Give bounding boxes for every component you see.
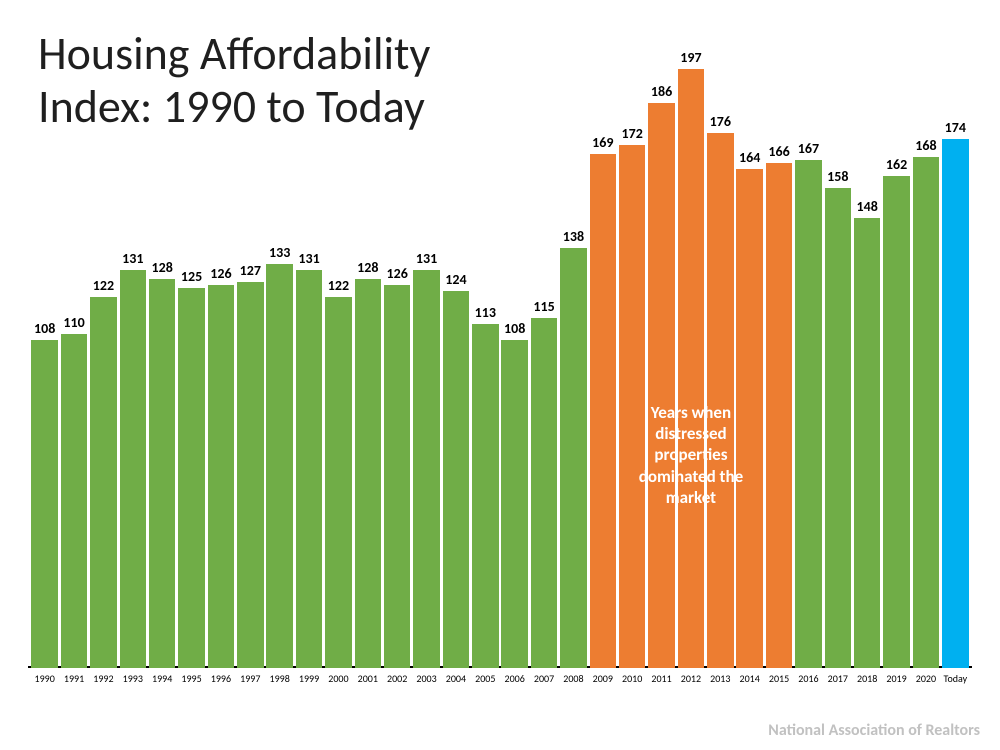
slide: Housing AffordabilityIndex: 1990 to Toda… (0, 0, 1000, 750)
x-axis-label: 1997 (240, 672, 260, 685)
affordability-bar-chart: 1081990110199112219921311993128199412519… (30, 60, 970, 690)
bar-value-label: 122 (93, 277, 114, 294)
x-axis-label: 2011 (651, 672, 671, 685)
bar-1998: 1331998 (266, 264, 292, 668)
bar-today: 174Today (942, 139, 968, 668)
bar-value-label: 131 (122, 250, 143, 267)
x-axis-label: 2006 (505, 672, 525, 685)
bar-value-label: 124 (445, 271, 466, 288)
bar-2016: 1672016 (795, 160, 821, 668)
bar-value-label: 125 (181, 268, 202, 285)
bar-value-label: 158 (827, 168, 848, 185)
x-axis-label: 2020 (916, 672, 936, 685)
distressed-years-annotation: Years whendistressedpropertiesdominated … (590, 402, 793, 508)
bar-2001: 1282001 (355, 279, 381, 668)
bar-value-label: 164 (739, 149, 760, 166)
bar-value-label: 127 (240, 262, 261, 279)
x-axis-label: 2019 (886, 672, 906, 685)
x-axis-label: 1991 (64, 672, 84, 685)
bar-value-label: 113 (475, 304, 496, 321)
x-axis-label: 1998 (270, 672, 290, 685)
bar-1990: 1081990 (31, 340, 57, 668)
x-axis-label: 2015 (769, 672, 789, 685)
bar-2017: 1582017 (825, 188, 851, 668)
bar-value-label: 197 (680, 49, 701, 66)
x-axis-label: 1993 (123, 672, 143, 685)
x-axis-label: 2005 (475, 672, 495, 685)
bar-2012: 1972012 (678, 69, 704, 668)
x-axis-label: 2017 (828, 672, 848, 685)
bar-1995: 1251995 (178, 288, 204, 668)
x-axis-label: 1996 (211, 672, 231, 685)
bar-value-label: 133 (269, 244, 290, 261)
x-axis-label: 2000 (328, 672, 348, 685)
bar-2006: 1082006 (501, 340, 527, 668)
bar-value-label: 174 (945, 119, 966, 136)
bar-value-label: 110 (63, 314, 84, 331)
bar-1997: 1271997 (237, 282, 263, 668)
chart-plot-area: 1081990110199112219921311993128199412519… (30, 60, 970, 668)
bar-value-label: 108 (34, 320, 55, 337)
x-axis-label: 1992 (93, 672, 113, 685)
bar-2018: 1482018 (854, 218, 880, 668)
x-axis-label: 2009 (593, 672, 613, 685)
x-axis-label: 2016 (798, 672, 818, 685)
x-axis-label: 2002 (387, 672, 407, 685)
bar-1991: 1101991 (61, 334, 87, 668)
bar-value-label: 148 (857, 198, 878, 215)
bar-1993: 1311993 (120, 270, 146, 668)
bar-1992: 1221992 (90, 297, 116, 668)
x-axis-label: 1999 (299, 672, 319, 685)
bar-value-label: 131 (416, 250, 437, 267)
bar-value-label: 126 (387, 265, 408, 282)
bar-2013: 1762013 (707, 133, 733, 668)
x-axis-label: 2007 (534, 672, 554, 685)
x-axis-label: 2013 (710, 672, 730, 685)
bar-2000: 1222000 (325, 297, 351, 668)
bar-value-label: 108 (504, 320, 525, 337)
bar-1994: 1281994 (149, 279, 175, 668)
bar-value-label: 131 (298, 250, 319, 267)
x-axis-label: 2004 (446, 672, 466, 685)
chart-source: National Association of Realtors (768, 721, 980, 740)
bar-value-label: 126 (210, 265, 231, 282)
bar-value-label: 115 (533, 298, 554, 315)
bar-value-label: 162 (886, 156, 907, 173)
x-axis-label: 2008 (563, 672, 583, 685)
x-axis-label: 2014 (740, 672, 760, 685)
bar-2020: 1682020 (913, 157, 939, 668)
bar-2003: 1312003 (413, 270, 439, 668)
bar-2007: 1152007 (531, 318, 557, 668)
bar-value-label: 167 (798, 140, 819, 157)
x-axis-label: 1990 (35, 672, 55, 685)
bar-value-label: 168 (915, 137, 936, 154)
x-axis-label: 2003 (416, 672, 436, 685)
bar-1996: 1261996 (208, 285, 234, 668)
bar-value-label: 186 (651, 83, 672, 100)
bar-2005: 1132005 (472, 324, 498, 668)
x-axis-label: 2018 (857, 672, 877, 685)
bar-value-label: 138 (563, 228, 584, 245)
bar-value-label: 128 (357, 259, 378, 276)
x-axis-label: 2012 (681, 672, 701, 685)
bar-2004: 1242004 (443, 291, 469, 668)
bar-value-label: 122 (328, 277, 349, 294)
bar-2011: 1862011 (648, 103, 674, 668)
bar-value-label: 128 (152, 259, 173, 276)
bar-2019: 1622019 (883, 176, 909, 668)
bar-1999: 1311999 (296, 270, 322, 668)
x-axis-label: 1994 (152, 672, 172, 685)
x-axis-label: 2001 (358, 672, 378, 685)
bar-value-label: 176 (710, 113, 731, 130)
bar-value-label: 169 (592, 134, 613, 151)
bar-value-label: 172 (622, 125, 643, 142)
x-axis-label: 2010 (622, 672, 642, 685)
bar-2008: 1382008 (560, 248, 586, 668)
x-axis-label: Today (943, 672, 967, 685)
bar-value-label: 166 (768, 143, 789, 160)
x-axis-label: 1995 (181, 672, 201, 685)
bar-2002: 1262002 (384, 285, 410, 668)
